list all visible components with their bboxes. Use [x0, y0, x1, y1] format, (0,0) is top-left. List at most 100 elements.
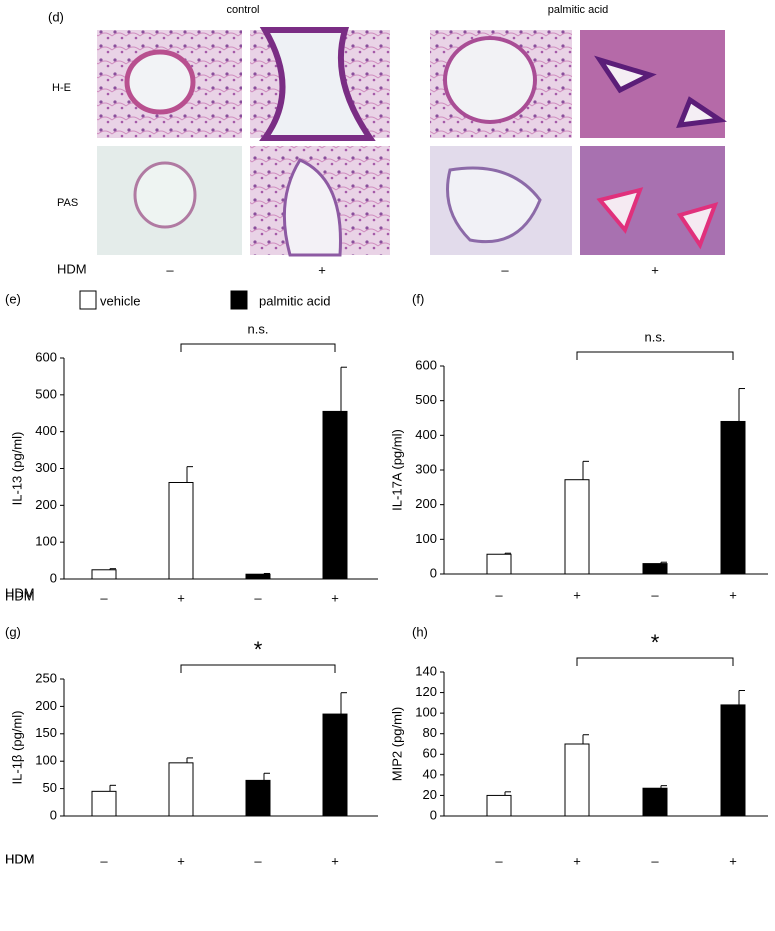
bar	[720, 420, 746, 575]
bar	[720, 704, 746, 817]
x-tick-label: –	[100, 590, 108, 605]
bar	[91, 569, 117, 580]
bar	[486, 794, 512, 817]
x-label: HDM	[5, 588, 35, 603]
airway	[124, 49, 196, 115]
y-tick-label: 0	[430, 807, 437, 822]
airway	[596, 187, 719, 250]
panel-label: (d)	[48, 9, 64, 24]
y-tick-label: 500	[415, 392, 437, 407]
x-mark: –	[166, 262, 174, 277]
x-label: HDM	[57, 261, 87, 276]
annotation: n.s.	[248, 321, 269, 336]
y-tick-label: 40	[423, 766, 437, 781]
y-tick-label: 150	[35, 725, 57, 740]
airway	[133, 161, 197, 229]
legend-swatch	[79, 290, 97, 310]
y-tick-label: 50	[43, 780, 57, 795]
legend-label: palmitic acid	[259, 293, 331, 308]
panel-label: (f)	[412, 291, 424, 306]
legend-label: vehicle	[100, 293, 140, 308]
micrographs	[97, 27, 727, 257]
annotation: *	[651, 630, 660, 655]
x-tick-label: +	[729, 587, 737, 602]
y-tick-label: 200	[35, 497, 57, 512]
x-tick-label: +	[331, 853, 339, 868]
y-tick-label: 0	[50, 570, 57, 585]
y-tick-label: 80	[423, 725, 437, 740]
y-tick-label: 200	[415, 496, 437, 511]
annotation: n.s.	[645, 329, 666, 344]
x-label: HDM	[5, 585, 35, 600]
y-tick-label: 400	[35, 423, 57, 438]
bar	[168, 762, 194, 817]
row-label: H-E	[52, 82, 71, 94]
bar	[245, 573, 271, 580]
y-tick-label: 100	[415, 705, 437, 720]
bar	[322, 713, 348, 817]
y-tick-label: 500	[35, 386, 57, 401]
x-mark: +	[318, 262, 326, 277]
bracket	[576, 351, 734, 360]
bar	[168, 481, 194, 580]
x-tick-label: +	[729, 853, 737, 868]
y-tick-label: 300	[35, 460, 57, 475]
legend-swatch	[230, 290, 248, 310]
y-axis-label: MIP2 (pg/ml)	[389, 707, 404, 781]
x-label: HDM	[5, 851, 35, 866]
bracket	[576, 657, 734, 666]
bar	[245, 779, 271, 817]
y-tick-label: 100	[35, 534, 57, 549]
y-tick-label: 0	[430, 565, 437, 580]
airway	[282, 158, 342, 257]
y-tick-label: 600	[35, 349, 57, 364]
group-label: control	[226, 4, 259, 16]
x-tick-label: –	[254, 590, 262, 605]
x-label: HDM	[5, 851, 35, 866]
bar	[564, 743, 590, 817]
y-tick-label: 250	[35, 670, 57, 685]
bar	[564, 479, 590, 575]
airway	[446, 166, 542, 244]
airway	[594, 55, 727, 129]
x-tick-label: +	[177, 853, 185, 868]
panel-label: (e)	[5, 291, 21, 306]
panel-label: (h)	[412, 624, 428, 639]
panel-label: (g)	[5, 624, 21, 639]
row-label: PAS	[57, 197, 78, 209]
x-tick-label: –	[495, 587, 503, 602]
y-tick-label: 60	[423, 746, 437, 761]
x-tick-label: –	[495, 853, 503, 868]
bar	[486, 553, 512, 575]
y-tick-label: 120	[415, 684, 437, 699]
x-tick-label: –	[651, 853, 659, 868]
y-tick-label: 100	[415, 531, 437, 546]
x-tick-label: –	[254, 853, 262, 868]
y-tick-label: 100	[35, 753, 57, 768]
y-axis-label: IL-1β (pg/ml)	[9, 711, 24, 785]
y-tick-label: 140	[415, 663, 437, 678]
bar	[642, 563, 668, 575]
x-tick-label: +	[573, 853, 581, 868]
x-tick-label: +	[177, 590, 185, 605]
bracket	[180, 664, 336, 673]
y-tick-label: 300	[415, 461, 437, 476]
y-axis-label: IL-13 (pg/ml)	[9, 432, 24, 506]
x-tick-label: +	[331, 590, 339, 605]
airway	[259, 27, 376, 141]
x-mark: +	[651, 262, 659, 277]
x-tick-label: +	[573, 587, 581, 602]
y-tick-label: 200	[35, 698, 57, 713]
annotation: *	[254, 637, 263, 662]
y-axis-label: IL-17A (pg/ml)	[389, 429, 404, 511]
x-mark: –	[501, 262, 509, 277]
y-tick-label: 400	[415, 427, 437, 442]
y-tick-label: 20	[423, 787, 437, 802]
bar	[642, 787, 668, 817]
airway	[443, 36, 537, 124]
bracket	[180, 343, 336, 352]
y-tick-label: 600	[415, 357, 437, 372]
bar	[91, 790, 117, 817]
